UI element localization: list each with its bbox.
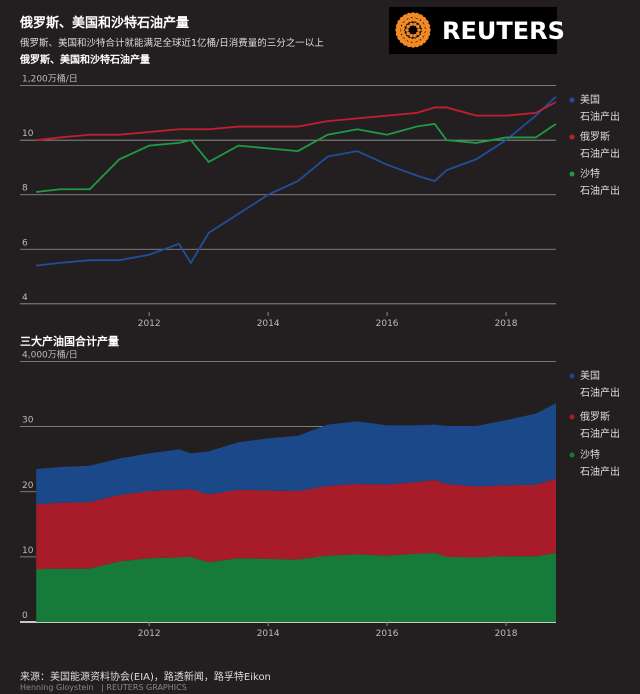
logo-dot [413,22,417,27]
area [36,552,556,622]
legend-label: 美国 石油产出 [580,95,620,123]
logo-dot [420,31,426,37]
chart-title: 三大产油国合计产量 [20,335,119,348]
logo-dot [411,38,417,43]
logo-dot [401,33,407,38]
source: 来源：美国能源资料协会(EIA)，路透新闻，路孚特Eikon [20,672,271,683]
x-tick-label: 2012 [138,629,161,639]
credit: Henning Gloystein | REUTERS GRAPHICS [20,683,187,692]
x-tick-label: 2016 [376,629,399,639]
y-tick-label: 10 [22,129,34,139]
legend-label: 沙特 石油产出 [580,169,620,197]
logo-dot [416,24,420,29]
y-tick-label: 1,200万桶/日 [22,73,78,85]
logo-dot [418,20,424,26]
logo-dot [418,34,424,40]
x-tick-label: 2014 [257,319,280,329]
logo-dot [409,33,413,38]
logo-dot [407,17,413,23]
logo-dot [409,22,413,27]
logo-dot [406,24,410,29]
legend-marker [569,97,575,103]
logo-dot [406,31,410,36]
legend-marker [569,171,575,177]
legend-marker [569,414,575,420]
legend-label: 美国 石油产出 [580,371,620,399]
legend-marker [569,373,575,379]
y-tick-label: 0 [22,611,28,621]
logo-dot [404,19,409,24]
logo-dot [413,33,417,38]
legend-label: 俄罗斯 石油产出 [580,132,620,160]
logo-dot [404,36,409,41]
y-tick-label: 20 [22,481,34,491]
y-tick-label: 4 [22,293,28,303]
logo-dot [420,23,426,29]
logo-dot [407,37,413,43]
line [36,122,557,193]
y-tick-label: 30 [22,416,34,426]
logo-dot [415,18,420,23]
legend-label: 俄罗斯 石油产出 [580,412,620,440]
legend-marker [569,134,575,140]
y-tick-label: 8 [22,184,28,194]
logo-text: REUTERS [442,17,565,45]
legend-label: 沙特 石油产出 [580,450,620,478]
logo-dot [415,37,420,42]
logo-dot [400,29,405,35]
x-tick-label: 2014 [257,629,280,639]
line [36,101,557,142]
area [36,403,556,505]
logo-dot [400,25,405,31]
area [36,478,556,570]
x-tick-label: 2018 [495,319,518,329]
page-subtitle: 俄罗斯、美国和沙特合计就能满足全球近1亿桶/日消费量的三分之一以上 [20,38,324,49]
logo-dot [421,27,426,33]
logo-dot [401,22,407,27]
logo-dot [417,28,421,32]
page-title: 俄罗斯、美国和沙特石油产量 [20,16,190,31]
legend-marker [569,452,575,458]
x-tick-label: 2016 [376,319,399,329]
logo-dot [416,31,420,36]
y-tick-label: 4,000万桶/日 [22,349,78,361]
chart-title: 俄罗斯、美国和沙特石油产量 [20,55,150,66]
logo-icon [395,12,431,48]
x-tick-label: 2018 [495,629,518,639]
x-tick-label: 2012 [138,319,161,329]
logo-dot [411,17,417,22]
line [36,95,557,267]
logo-dot [424,23,431,29]
logo-dot [405,28,409,32]
y-tick-label: 10 [22,546,34,556]
y-tick-label: 6 [22,238,28,248]
